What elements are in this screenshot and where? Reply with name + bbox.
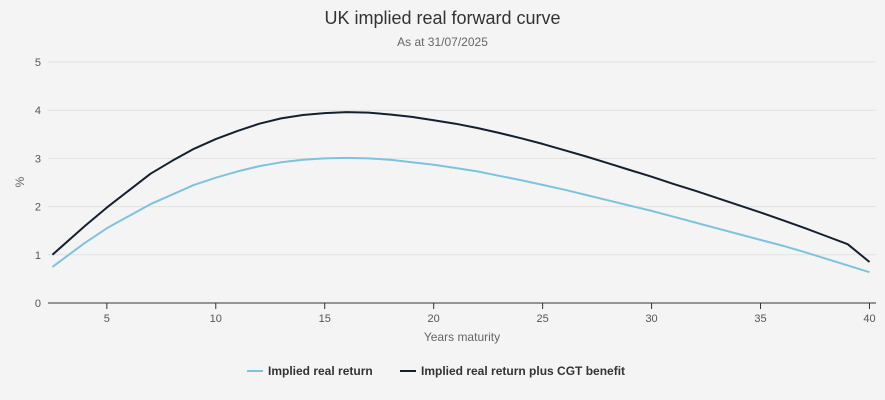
x-tick-label: 35: [754, 313, 766, 325]
chart-title: UK implied real forward curve: [324, 8, 560, 28]
gridlines: [48, 61, 876, 256]
legend-item-1[interactable]: Implied real return: [247, 364, 373, 378]
x-tick-label: 30: [645, 313, 657, 325]
y-tick-label: 0: [35, 298, 41, 310]
x-tick-label: 25: [536, 313, 548, 325]
y-tick-label: 3: [35, 153, 41, 165]
x-tick-label: 10: [210, 313, 222, 325]
y-axis-title: %: [13, 176, 27, 187]
y-tick-label: 2: [35, 202, 41, 214]
x-axis-ticks: 5 10 15 20 25 30 35 40: [104, 303, 876, 325]
legend-item-2[interactable]: Implied real return plus CGT benefit: [400, 364, 625, 378]
x-axis-title: Years maturity: [424, 330, 500, 344]
series-line-2: [51, 111, 871, 263]
series-line-1: [51, 156, 870, 274]
x-tick-label: 5: [104, 313, 110, 325]
y-tick-label: 4: [35, 105, 41, 117]
y-tick-label: 5: [35, 57, 41, 69]
legend-label: Implied real return plus CGT benefit: [421, 364, 625, 378]
legend[interactable]: Implied real return Implied real return p…: [247, 364, 625, 378]
series-lines: [51, 111, 871, 274]
y-axis-ticks: 0 1 2 3 4 5: [35, 57, 41, 310]
chart-subtitle: As at 31/07/2025: [397, 35, 488, 49]
x-tick-label: 40: [863, 313, 875, 325]
legend-label: Implied real return: [268, 364, 373, 378]
x-tick-label: 20: [428, 313, 440, 325]
y-tick-label: 1: [35, 250, 41, 262]
x-tick-label: 15: [319, 313, 331, 325]
